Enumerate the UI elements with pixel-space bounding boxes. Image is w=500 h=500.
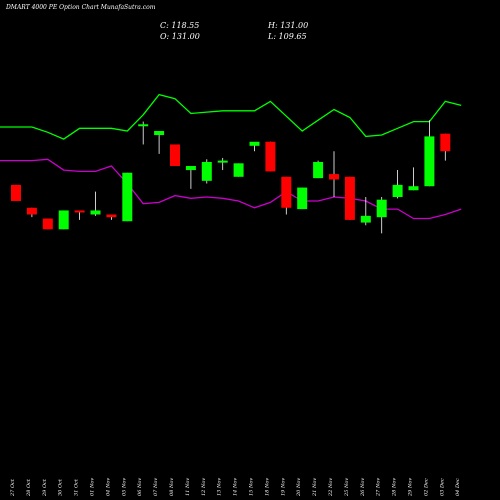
x-tick-label: 28 Nov: [392, 478, 398, 497]
candle-body: [26, 207, 37, 215]
x-tick-label: 06 Nov: [137, 478, 143, 496]
open-value: O: 131.00: [160, 32, 200, 41]
candles: [11, 120, 451, 234]
x-tick-label: 14 Nov: [233, 478, 239, 496]
chart-title: DMART 4000 PE Option Chart MunafaSutra.c…: [6, 4, 156, 11]
candle-body: [217, 160, 228, 163]
candle-body: [376, 199, 387, 218]
candle-body: [233, 163, 244, 177]
candle-body: [122, 172, 133, 222]
x-tick-label: 31 Oct: [74, 478, 80, 496]
x-tick-label: 26 Nov: [360, 478, 366, 497]
candle-body: [58, 210, 69, 230]
candle-body: [424, 136, 435, 187]
x-tick-label: 11 Nov: [185, 478, 191, 496]
x-tick-label: 28 Oct: [26, 478, 32, 497]
x-axis-ticks: 27 Oct 28 Oct 29 Oct 30 Oct 31 Oct 01 Nov 04 N…: [10, 478, 461, 497]
candle-body: [344, 176, 355, 220]
green-line: [0, 93, 462, 140]
candle-body: [185, 166, 196, 171]
x-tick-label: 18 Nov: [264, 478, 270, 496]
x-tick-label: 25 Nov: [344, 478, 350, 497]
x-tick-label: 12 Nov: [201, 478, 207, 496]
candle-body: [106, 214, 117, 218]
candle-body: [281, 176, 292, 208]
candle-body: [297, 187, 308, 210]
candle-body: [90, 210, 101, 215]
close-value: C: 118.55: [160, 21, 200, 30]
x-tick-label: 04 Dec: [455, 478, 461, 496]
high-value: H: 131.00: [268, 21, 309, 30]
x-tick-label: 05 Nov: [121, 478, 127, 496]
x-tick-label: 13 Nov: [217, 478, 223, 496]
indicator-lines: [0, 93, 462, 220]
candle-body: [42, 218, 53, 230]
candle-body: [440, 133, 451, 152]
x-tick-label: 02 Dec: [423, 478, 429, 496]
magenta-line: [0, 158, 462, 220]
x-tick-label: 30 Oct: [58, 478, 64, 496]
candle-body: [170, 144, 180, 167]
x-tick-label: 07 Nov: [153, 478, 159, 496]
x-tick-label: 29 Oct: [42, 478, 48, 497]
candle-body: [11, 184, 21, 202]
x-tick-label: 27 Oct: [10, 478, 16, 497]
x-tick-label: 22 Nov: [328, 478, 334, 497]
low-value: L: 109.65: [268, 32, 307, 41]
candle-body: [154, 131, 165, 136]
x-tick-label: 19 Nov: [280, 478, 286, 496]
x-tick-label: 15 Nov: [249, 478, 255, 496]
candle-body: [265, 141, 276, 172]
candle-body: [313, 161, 324, 179]
x-tick-label: 20 Nov: [296, 478, 302, 497]
x-tick-label: 21 Nov: [312, 478, 318, 497]
candle-body: [138, 124, 149, 127]
x-tick-label: 01 Nov: [90, 478, 96, 496]
candle-body: [74, 210, 85, 213]
x-tick-label: 03 Dec: [439, 478, 445, 496]
candle-body: [360, 215, 371, 223]
candle-body: [392, 184, 403, 197]
x-tick-label: 08 Nov: [169, 478, 175, 496]
candle-body: [201, 161, 212, 181]
candle-body: [249, 141, 260, 146]
x-tick-label: 04 Nov: [105, 478, 111, 496]
candle-body: [408, 186, 419, 191]
candle-body: [329, 174, 339, 180]
x-tick-label: 27 Nov: [376, 478, 382, 497]
x-tick-label: 29 Nov: [408, 478, 414, 497]
